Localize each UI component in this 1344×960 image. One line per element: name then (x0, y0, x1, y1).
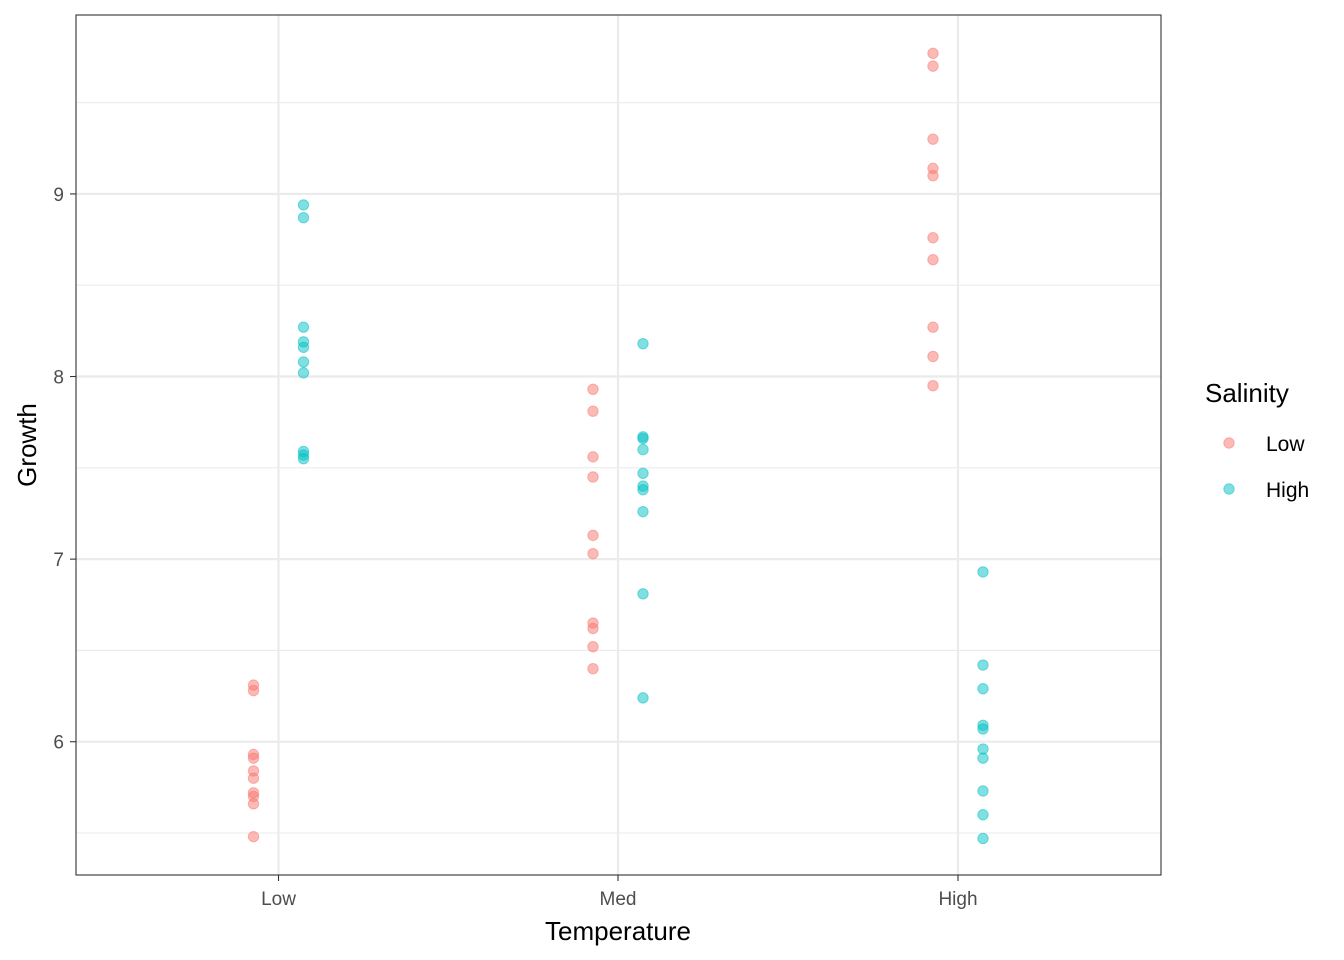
data-point-low (927, 232, 939, 244)
legend-label-high: High (1266, 479, 1309, 502)
data-point-high (297, 321, 310, 333)
data-point-low (247, 798, 260, 810)
data-point-high (977, 723, 989, 735)
legend: Salinity Low High (1205, 378, 1309, 502)
y-tick-label: 9 (53, 185, 64, 206)
data-point-low (927, 253, 939, 266)
x-tick-label: Med (600, 889, 637, 910)
data-points (247, 47, 989, 845)
data-point-high (977, 683, 989, 695)
x-tick-label: Low (261, 889, 296, 910)
y-axis-title: Growth (12, 403, 42, 487)
data-point-high (977, 785, 989, 797)
data-point-low (247, 830, 260, 843)
data-point-low (927, 169, 939, 182)
x-tick-label: High (938, 889, 977, 910)
data-point-high (297, 367, 310, 379)
data-point-low (587, 383, 599, 396)
data-point-low (927, 60, 939, 72)
data-point-low (927, 133, 939, 145)
data-point-low (587, 641, 599, 653)
data-point-high (977, 752, 989, 764)
data-point-high (637, 467, 649, 480)
data-point-low (927, 379, 939, 392)
data-point-high (977, 659, 989, 671)
data-point-high (637, 588, 649, 600)
legend-key-high (1223, 483, 1235, 495)
data-point-low (587, 529, 599, 542)
data-point-high (297, 211, 310, 224)
data-point-low (587, 662, 599, 675)
data-point-low (587, 405, 599, 417)
data-point-high (977, 566, 989, 578)
data-point-low (247, 752, 260, 764)
data-point-low (587, 451, 599, 463)
legend-label-low: Low (1266, 433, 1305, 456)
data-point-high (637, 337, 649, 350)
data-point-high (637, 443, 649, 456)
data-point-high (637, 432, 649, 445)
data-point-high (977, 832, 989, 845)
y-axis: 6 7 8 9 (53, 185, 76, 754)
data-point-high (297, 356, 310, 368)
x-axis-title: Temperature (545, 916, 691, 946)
data-point-high (977, 809, 989, 821)
data-point-high (297, 341, 310, 354)
data-point-high (297, 199, 310, 211)
data-point-low (247, 772, 260, 784)
legend-key-low (1223, 437, 1235, 449)
data-point-high (637, 505, 649, 518)
data-point-low (587, 547, 599, 560)
y-tick-label: 6 (53, 733, 64, 754)
grid-major (76, 15, 1161, 875)
data-point-low (927, 321, 939, 333)
y-tick-label: 7 (53, 550, 64, 571)
data-point-low (927, 350, 939, 363)
data-point-low (247, 684, 260, 697)
x-axis: Low Med High (261, 875, 978, 910)
data-point-high (637, 692, 649, 704)
data-point-low (587, 622, 599, 635)
legend-title: Salinity (1205, 378, 1289, 408)
data-point-high (637, 484, 649, 496)
legend-items: Low High (1223, 433, 1309, 502)
data-point-high (297, 452, 310, 465)
data-point-low (587, 471, 599, 483)
data-point-low (927, 47, 939, 60)
y-tick-label: 8 (53, 368, 64, 389)
